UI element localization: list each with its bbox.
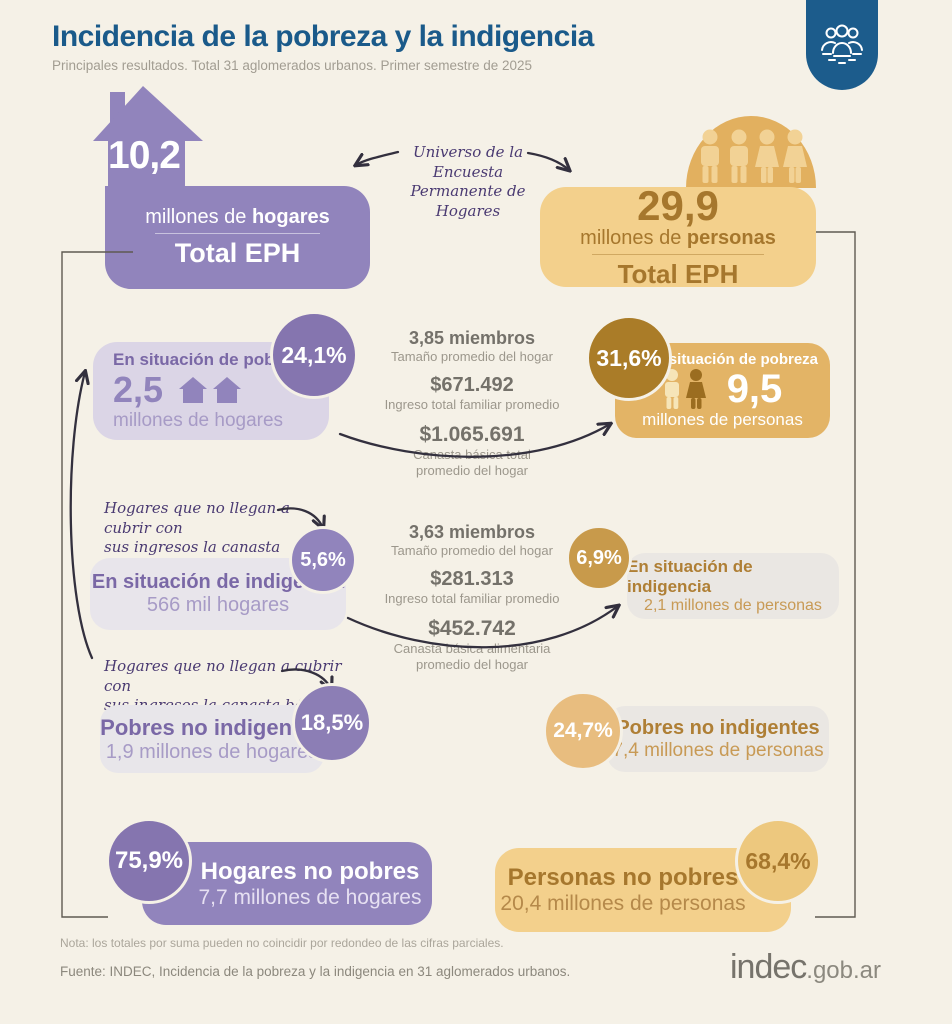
households-unit-bold: hogares <box>251 206 330 228</box>
subset-up-arrow <box>69 372 94 660</box>
divider <box>155 233 320 234</box>
page-subtitle: Principales resultados. Total 31 aglomer… <box>52 58 533 73</box>
footer-source: Fuente: INDEC, Incidencia de la pobreza … <box>60 964 571 979</box>
stat-value: 3,63 miembros <box>408 522 536 542</box>
households-poverty-label: En situación de pobreza <box>113 350 309 369</box>
persons-total-card: 29,9 millones de personas Total EPH <box>540 181 816 289</box>
persons-poverty-value: 9,5 <box>726 367 783 411</box>
households-unit-prefix: millones de <box>145 206 252 228</box>
logo-main: indec <box>730 948 807 986</box>
persons-eph-label: Total EPH <box>617 258 739 289</box>
households-notpoor-rate-badge: 75,9% <box>106 818 192 904</box>
persons-pair-icon <box>664 369 706 409</box>
households-total-card: millones de hogares Total EPH <box>105 186 370 289</box>
households-indigence-detail: 566 mil hogares <box>146 594 290 616</box>
stat-value: $671.492 <box>430 374 514 397</box>
stat-value: $452.742 <box>428 616 516 640</box>
households-pni-rate-badge: 18,5% <box>292 683 372 763</box>
households-poverty-value: 2,5 <box>113 369 164 410</box>
persons-notpoor-detail: 20,4 millones de personas <box>500 892 746 915</box>
poverty-stats: 3,85 miembros Tamaño promedio del hogar … <box>357 328 587 488</box>
stat-label: Ingreso total familiar promedio <box>384 397 560 413</box>
households-indigence-rate-badge: 5,6% <box>289 526 357 594</box>
stat-label: Tamaño promedio del hogar <box>391 543 553 558</box>
persons-notpoor-rate-badge: 68,4% <box>735 818 821 904</box>
page-title: Incidencia de la pobreza y la indigencia <box>52 20 594 53</box>
stat-label: Canasta básica total promedio del hogar <box>413 446 531 478</box>
persons-poverty-unit: millones de personas <box>642 410 803 429</box>
people-group-icon <box>821 24 863 64</box>
persons-pni-label: Pobres no indigentes <box>616 716 820 739</box>
households-total-unit: millones de hogares <box>145 206 330 229</box>
persons-total-value: 29,9 <box>637 181 719 229</box>
house-icon <box>93 86 203 188</box>
indigence-stats: 3,63 miembros Tamaño promedio del hogar … <box>357 522 587 682</box>
header-badge <box>806 0 878 90</box>
stat-label: Ingreso total familiar promedio <box>384 591 560 607</box>
persons-indigence-card: En situación de indigencia 2,1 millones … <box>627 553 839 619</box>
persons-indigence-detail: 2,1 millones de personas <box>644 597 822 614</box>
persons-pni-rate-badge: 24,7% <box>543 691 623 771</box>
houses-icon <box>179 377 242 403</box>
households-indigence-label: En situación de indigencia <box>91 571 345 593</box>
persons-pni-detail: 7,4 millones de personas <box>612 739 824 761</box>
persons-unit-prefix: millones de <box>580 226 687 249</box>
households-total-value: 10,2 <box>108 134 181 177</box>
logo-suffix: .gob.ar <box>806 957 881 984</box>
stat-label: Canasta básica alimentaria promedio del … <box>393 640 551 672</box>
stat-value: $281.313 <box>430 568 514 591</box>
stat-value: $1.065.691 <box>419 422 525 446</box>
households-poverty-rate-badge: 24,1% <box>270 311 358 399</box>
universe-note: Universo de la Encuesta Permanente de Ho… <box>410 143 526 220</box>
persons-poverty-rate-badge: 31,6% <box>586 315 672 401</box>
persons-notpoor-label: Personas no pobres <box>507 864 739 891</box>
households-eph-label: Total EPH <box>174 238 301 268</box>
households-notpoor-detail: 7,7 millones de hogares <box>198 885 422 909</box>
footer-note: Nota: los totales por suma pueden no coi… <box>60 936 504 950</box>
divider <box>592 253 764 255</box>
persons-indigence-label: En situación de indigencia <box>627 557 753 596</box>
people-icon <box>686 116 816 188</box>
persons-total-unit: millones de personas <box>580 227 776 250</box>
households-pni-label: Pobres no indigentes <box>100 714 324 740</box>
stat-value: 3,85 miembros <box>408 328 536 348</box>
households-pni-card: Pobres no indigentes 1,9 millones de hog… <box>100 705 324 773</box>
indec-logo: indec .gob.ar <box>730 948 881 987</box>
persons-indigence-rate-badge: 6,9% <box>566 525 632 591</box>
persons-poverty-label: En situación de pobreza <box>645 351 818 368</box>
households-notpoor-label: Hogares no pobres <box>200 857 420 885</box>
persons-unit-bold: personas <box>686 226 776 249</box>
households-poverty-unit: millones de hogares <box>113 410 284 431</box>
persons-pni-card: Pobres no indigentes 7,4 millones de per… <box>607 706 829 772</box>
households-pni-detail: 1,9 millones de hogares <box>105 740 319 763</box>
stat-label: Tamaño promedio del hogar <box>391 349 553 364</box>
